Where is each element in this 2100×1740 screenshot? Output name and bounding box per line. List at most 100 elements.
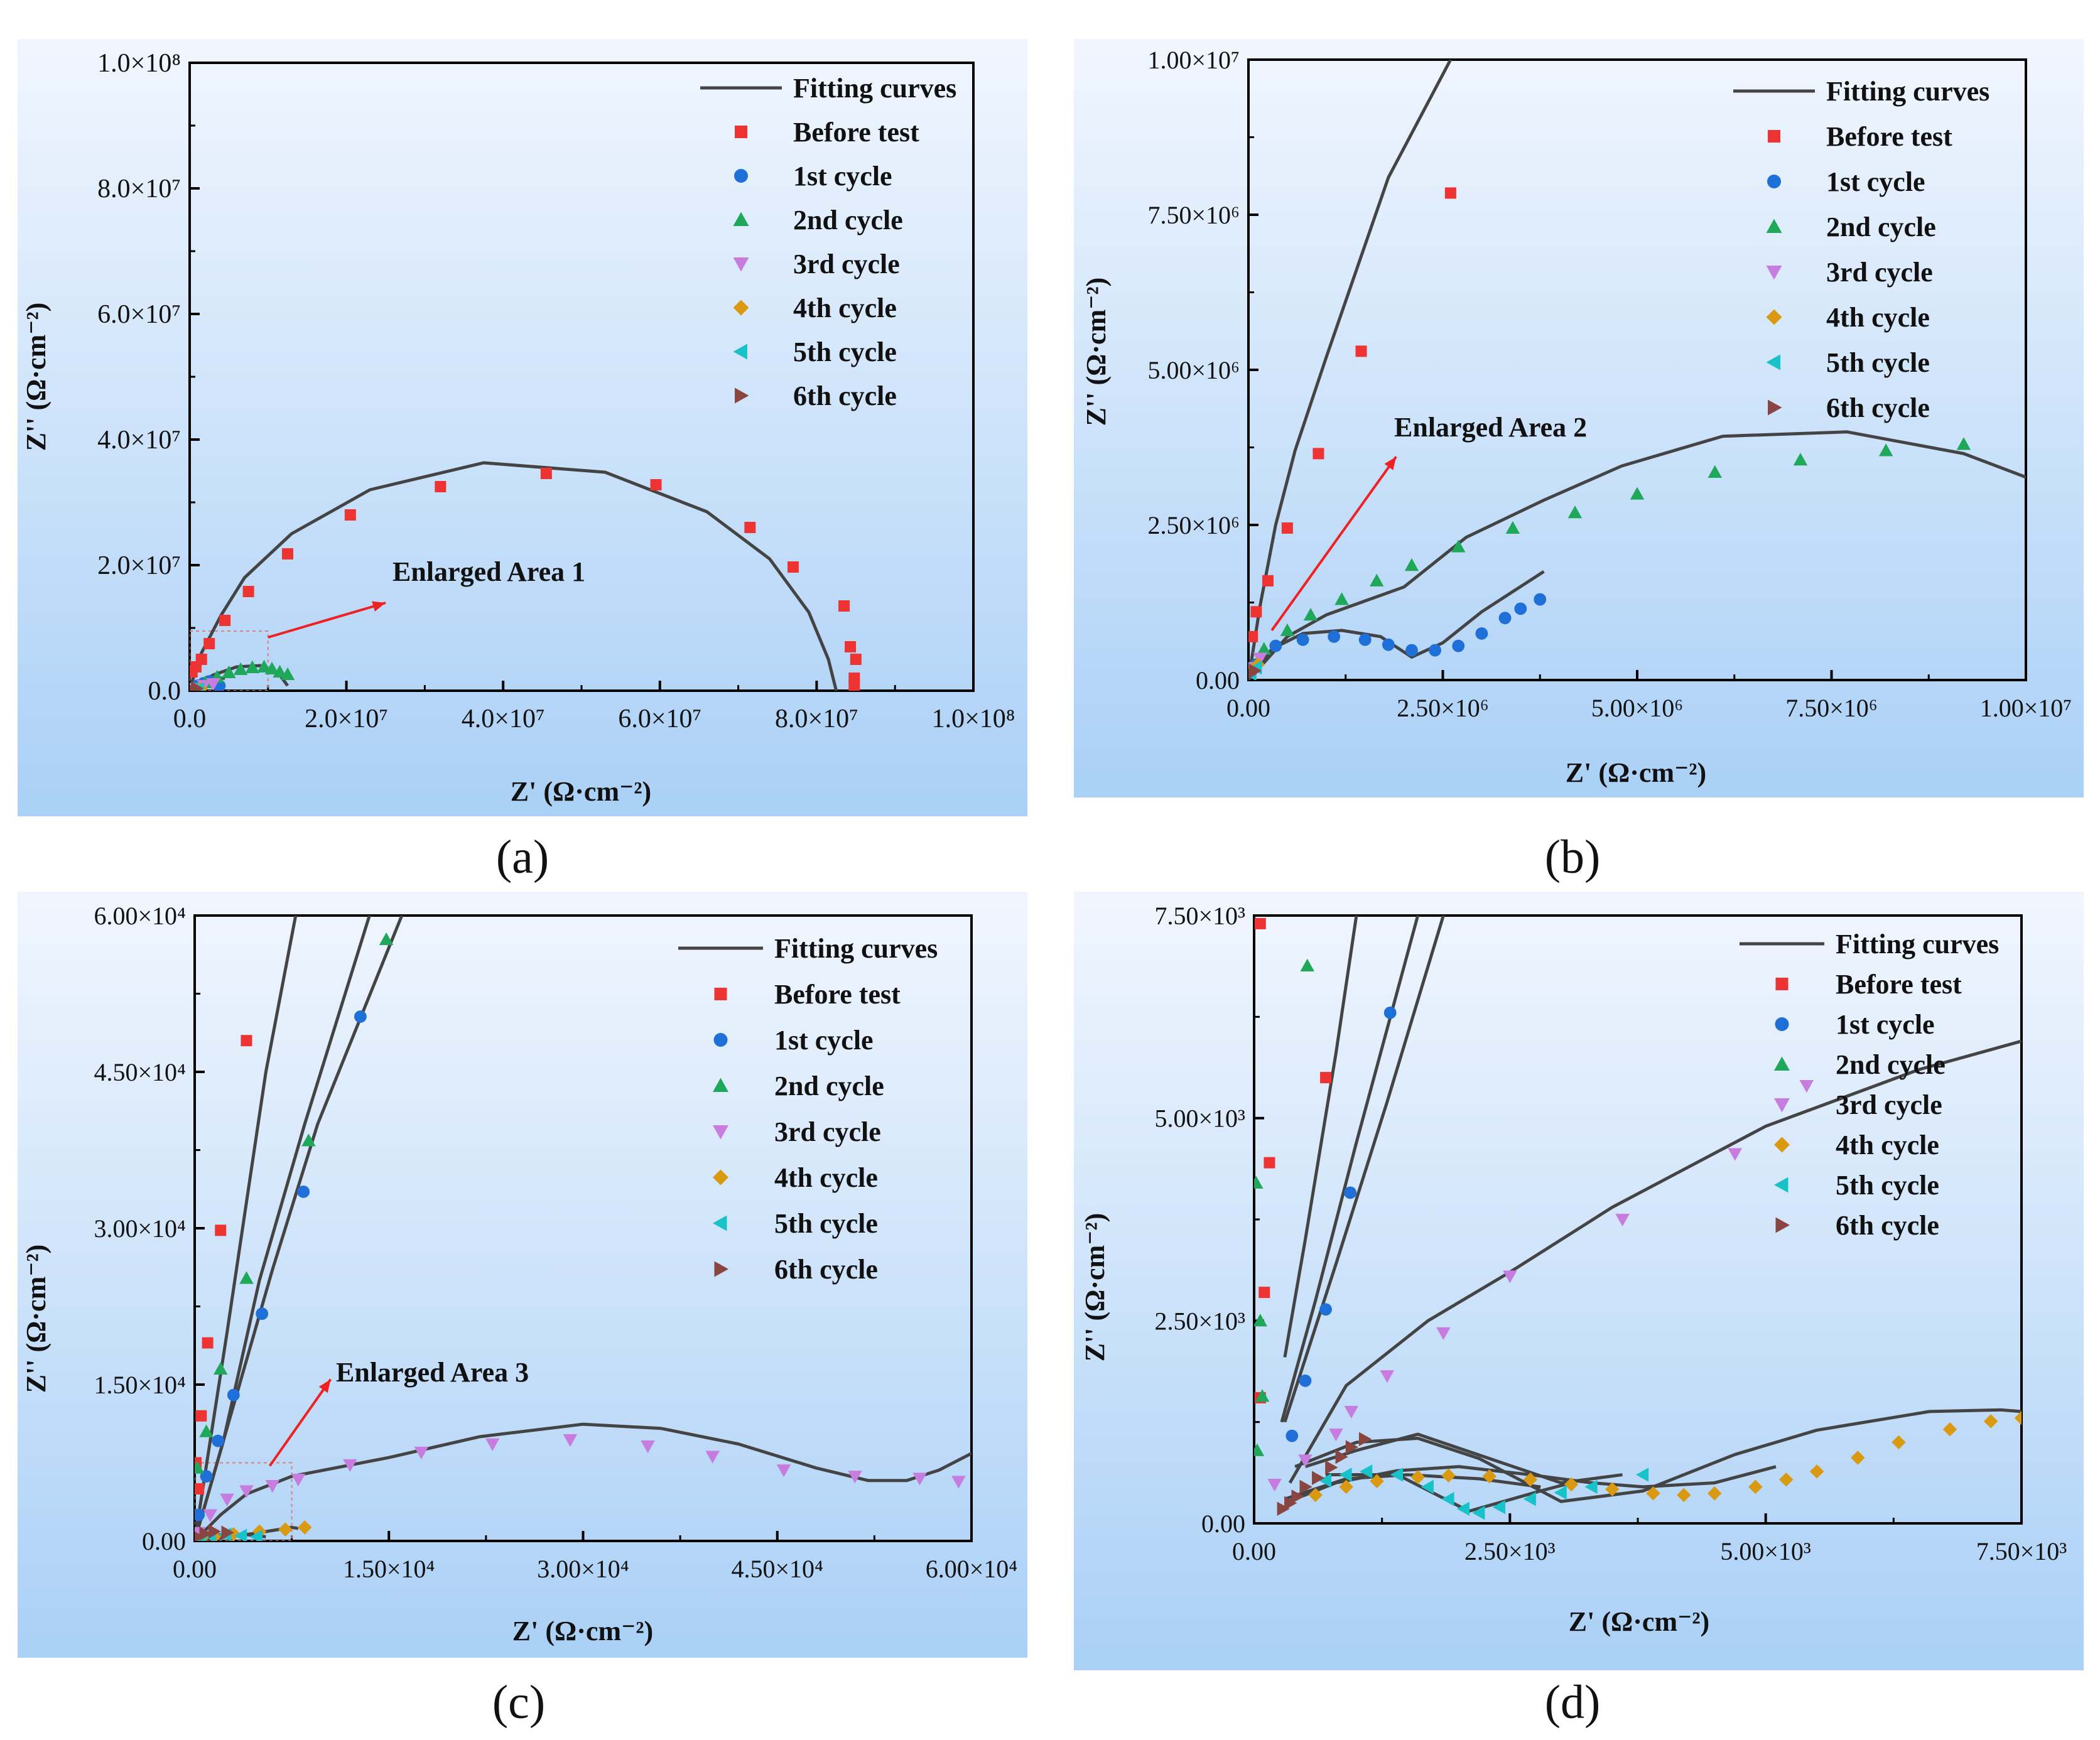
legend-marker-before-test <box>1768 130 1780 143</box>
legend-marker-5th-cycle <box>1766 354 1780 370</box>
chart-panel-a: 0.0 2.0×10⁷ 4.0×10⁷ 6.0×10⁷ 8.0×10⁷ 1.0×10⁸ 0.… <box>21 49 1015 807</box>
legend-label-before-test: Before test <box>774 979 901 1010</box>
point-1st-cycle <box>1344 1186 1357 1199</box>
point-3rd-cycle <box>1799 1080 1814 1093</box>
point-3rd-cycle <box>1267 1479 1282 1492</box>
point-before-test <box>845 641 857 652</box>
point-3rd-cycle <box>1728 1148 1743 1161</box>
point-4th-cycle <box>1779 1473 1794 1487</box>
y-tick-label: 1.0×10⁸ <box>97 49 181 78</box>
point-1st-cycle <box>212 1434 225 1447</box>
point-1st-cycle <box>1319 1303 1332 1316</box>
y-tick-label: 0.00 <box>1196 666 1240 694</box>
point-before-test <box>838 600 850 612</box>
legend-marker-before-test <box>714 988 727 1000</box>
annotation-label: Enlarged Area 2 <box>1394 412 1587 443</box>
panel-d-background <box>1074 892 2084 1670</box>
point-4th-cycle <box>1370 1474 1384 1489</box>
point-5th-cycle <box>1421 1479 1434 1494</box>
y-tick-label: 8.0×10⁷ <box>97 175 181 203</box>
legend-marker-6th-cycle <box>735 387 749 404</box>
plot-area <box>190 461 862 691</box>
point-2nd-cycle <box>1505 521 1520 534</box>
legend-marker-1st-cycle <box>1775 1017 1789 1031</box>
point-before-test <box>1258 1287 1270 1299</box>
annotation-arrow-line <box>268 602 386 639</box>
point-before-test <box>744 522 756 533</box>
legend-marker-4th-cycle <box>733 300 749 316</box>
point-before-test <box>219 615 231 626</box>
x-tick-label: 6.00×10⁴ <box>926 1555 1018 1583</box>
point-4th-cycle <box>1564 1477 1579 1492</box>
point-2nd-cycle <box>199 1424 214 1437</box>
annotation-arrow-head <box>1384 457 1397 470</box>
annotation-arrow-head <box>318 1379 331 1393</box>
y-axis-label: Z'' (Ω·cm⁻²) <box>1081 278 1112 426</box>
legend-marker-6th-cycle <box>714 1261 728 1277</box>
point-5th-cycle <box>1492 1500 1506 1515</box>
point-4th-cycle <box>1410 1470 1425 1484</box>
point-6th-cycle <box>221 1525 234 1540</box>
y-tick-label: 2.50×10⁶ <box>1147 511 1240 539</box>
point-2nd-cycle <box>1708 465 1723 478</box>
point-1st-cycle <box>195 1508 205 1521</box>
point-1st-cycle <box>1514 602 1527 615</box>
point-2nd-cycle <box>379 932 394 946</box>
point-2nd-cycle <box>1793 453 1808 466</box>
legend-marker-3rd-cycle <box>713 1125 728 1140</box>
point-2nd-cycle <box>1567 505 1583 519</box>
point-3rd-cycle <box>1344 1405 1359 1419</box>
y-axis-label: Z'' (Ω·cm⁻²) <box>1080 1213 1110 1362</box>
legend-label-2nd-cycle: 2nd cycle <box>793 205 903 235</box>
point-2nd-cycle <box>1254 1443 1265 1456</box>
point-before-test <box>1250 606 1262 618</box>
point-before-test <box>1254 917 1266 929</box>
y-tick-label: 4.50×10⁴ <box>94 1058 186 1086</box>
point-1st-cycle <box>297 1186 310 1198</box>
x-tick-label: 6.0×10⁷ <box>618 705 701 733</box>
point-2nd-cycle <box>222 665 236 678</box>
x-tick-label: 2.0×10⁷ <box>305 705 388 733</box>
x-tick-label: 4.50×10⁴ <box>731 1555 823 1583</box>
point-2nd-cycle <box>1956 437 1971 450</box>
point-2nd-cycle <box>1404 558 1419 571</box>
point-4th-cycle <box>278 1522 293 1537</box>
point-before-test <box>195 654 207 665</box>
legend-label-3rd-cycle: 3rd cycle <box>1826 257 1933 288</box>
point-6th-cycle <box>1248 663 1262 678</box>
y-axis-label: Z'' (Ω·cm⁻²) <box>21 303 51 451</box>
point-before-test <box>1248 630 1258 642</box>
point-6th-cycle <box>1358 1432 1372 1447</box>
legend-label-before-test: Before test <box>1836 969 1962 1000</box>
point-1st-cycle <box>1498 612 1512 625</box>
legend: Fitting curves Before test 1st cycle 2nd cy… <box>1740 929 1999 1241</box>
point-1st-cycle <box>354 1010 367 1023</box>
legend-marker-6th-cycle <box>1768 399 1782 416</box>
point-1st-cycle <box>256 1307 269 1321</box>
legend-label-1st-cycle: 1st cycle <box>774 1025 874 1056</box>
point-3rd-cycle <box>265 1480 279 1493</box>
y-tick-label: 1.00×10⁷ <box>1147 46 1240 74</box>
panel-b-background <box>1074 39 2084 797</box>
legend-label-4th-cycle: 4th cycle <box>1836 1130 1939 1160</box>
y-tick-label: 2.0×10⁷ <box>97 551 181 580</box>
point-before-test <box>787 561 799 573</box>
point-3rd-cycle <box>1329 1429 1343 1442</box>
point-5th-cycle <box>249 1530 262 1541</box>
point-before-test <box>195 1410 207 1422</box>
x-tick-label: 3.00×10⁴ <box>537 1555 629 1583</box>
point-before-test <box>540 468 552 479</box>
point-2nd-cycle <box>1334 592 1349 605</box>
point-3rd-cycle <box>776 1464 791 1478</box>
x-tick-label: 5.00×10⁶ <box>1591 694 1684 722</box>
y-axis-label: Z'' (Ω·cm⁻²) <box>21 1245 51 1393</box>
x-axis-label: Z' (Ω·cm⁻²) <box>512 1616 653 1646</box>
point-6th-cycle <box>1312 1471 1325 1485</box>
legend-marker-3rd-cycle <box>733 257 749 272</box>
legend-label-3rd-cycle: 3rd cycle <box>1836 1089 1942 1120</box>
legend-label-fitting-curves: Fitting curves <box>793 73 956 104</box>
panel-label-a: (a) <box>496 831 549 884</box>
y-tick-label: 0.0 <box>148 677 181 706</box>
point-2nd-cycle <box>1451 539 1466 553</box>
point-4th-cycle <box>1892 1435 1906 1450</box>
